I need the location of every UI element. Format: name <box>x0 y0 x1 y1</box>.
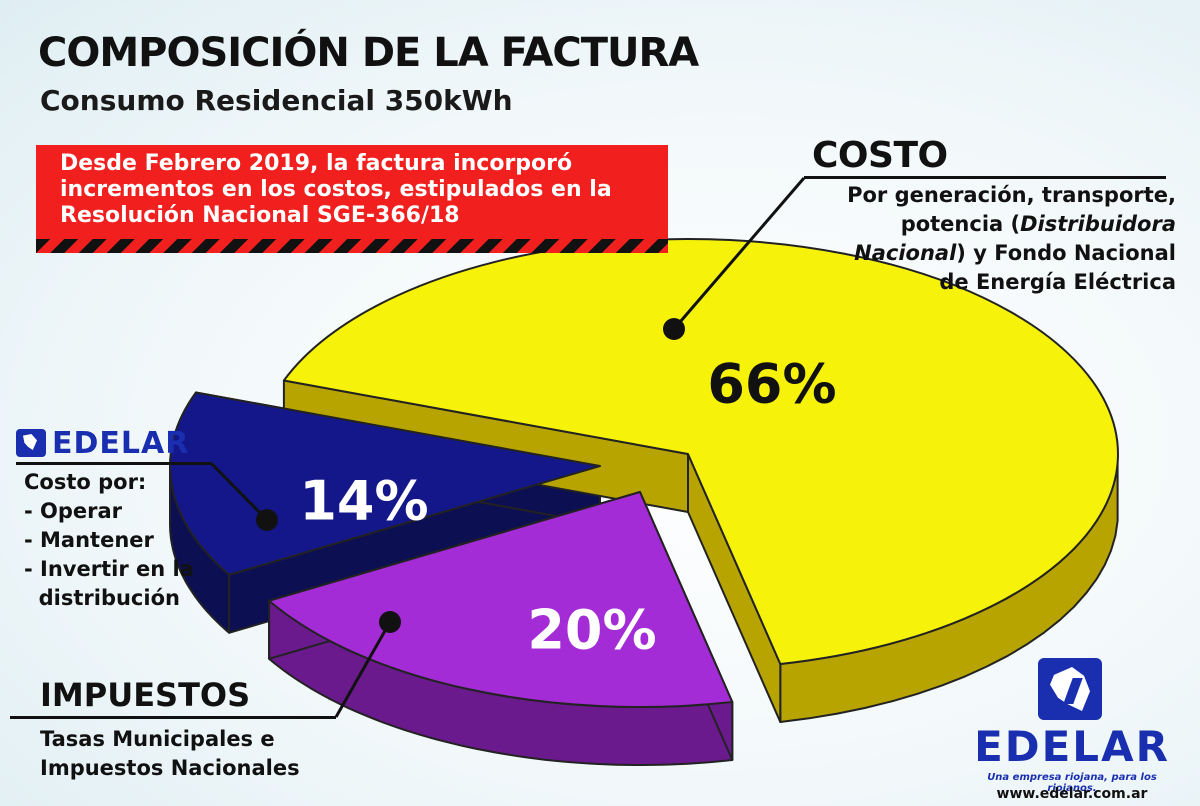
impuestos-label: IMPUESTOS <box>40 676 251 714</box>
leader-dot-edelar <box>256 509 278 531</box>
percent-labels: 66% 20% 14% <box>299 353 836 662</box>
slice-top-edelar <box>169 391 601 576</box>
costo-underline <box>804 176 1166 179</box>
leader-line-costo <box>672 177 806 330</box>
impuestos-underline <box>10 716 336 719</box>
chart-subtitle: Consumo Residencial 350kWh <box>40 84 513 117</box>
percent-label-costo: 66% <box>707 353 836 416</box>
leader-dot-impuestos <box>379 611 401 633</box>
brand-wordmark: EDELAR <box>974 722 1170 771</box>
costo-description: Por generación, transporte, potencia (Di… <box>800 181 1176 297</box>
costo-desc-line-1: Por generación, transporte, <box>847 183 1176 207</box>
costo-label: COSTO <box>812 135 948 176</box>
costo-desc-line-2: potencia ( <box>900 212 1021 236</box>
notice-banner: Desde Febrero 2019, la factura incorporó… <box>36 145 668 253</box>
leader-lines <box>210 177 806 718</box>
impuestos-desc-line-2: Impuestos Nacionales <box>40 756 300 780</box>
percent-label-impuestos: 20% <box>527 599 656 662</box>
brand-block: EDELAR Una empresa riojana, para los rio… <box>962 658 1182 802</box>
edelar-logo-icon <box>16 429 46 457</box>
brand-url[interactable]: www.edelar.com.ar <box>996 786 1148 802</box>
edelar-description: Costo por: - Operar - Mantener - Inverti… <box>24 470 194 610</box>
costo-desc-italic-2: Nacional <box>854 241 957 265</box>
impuestos-desc-line-1: Tasas Municipales e <box>40 727 275 751</box>
slice-top-impuestos <box>268 491 734 708</box>
edelar-label-name: EDELAR <box>52 425 190 461</box>
slice-top-costo <box>282 238 1119 665</box>
costo-desc-line-3: ) y Fondo Nacional <box>956 241 1176 265</box>
edelar-underline <box>16 462 212 465</box>
costo-desc-line-4: de Energía Eléctrica <box>939 270 1176 294</box>
chart-title: COMPOSICIÓN DE LA FACTURA <box>38 30 699 76</box>
leader-line-edelar <box>210 462 269 522</box>
impuestos-description: Tasas Municipales e Impuestos Nacionales <box>40 725 300 783</box>
edelar-label: EDELAR <box>16 425 189 461</box>
notice-text: Desde Febrero 2019, la factura incorporó… <box>60 151 612 228</box>
edelar-logo-icon <box>1038 658 1102 720</box>
brand-tagline: Una empresa riojana, para los riojanos. <box>987 772 1157 794</box>
leader-line-impuestos <box>334 621 392 718</box>
leader-dot-costo <box>663 318 685 340</box>
hazard-stripes <box>36 239 668 253</box>
percent-label-edelar: 14% <box>299 470 428 533</box>
costo-desc-italic-1: Distribuidora <box>1020 212 1176 236</box>
pie-slices <box>169 238 1119 766</box>
